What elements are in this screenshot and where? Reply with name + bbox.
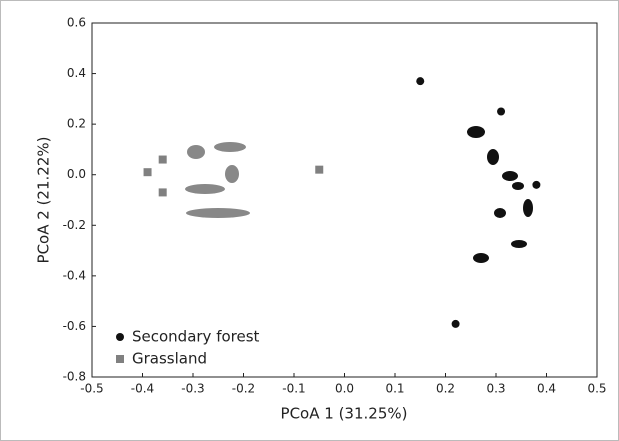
x-tick-label: 0.2 [436, 382, 455, 396]
x-axis-title: PCoA 1 (31.25%) [281, 405, 408, 423]
point [159, 156, 167, 164]
x-tick-label: 0.5 [587, 382, 606, 396]
y-tick-label: -0.6 [63, 319, 86, 333]
y-tick-label: -0.8 [63, 370, 86, 384]
y-tick-label: 0.2 [67, 117, 86, 131]
legend-marker [116, 355, 124, 363]
x-tick-label: -0.1 [282, 382, 305, 396]
x-tick-label: 0.1 [385, 382, 404, 396]
y-tick-label: -0.4 [63, 268, 86, 282]
chart: PCoA 1 (31.25%) PCoA 2 (21.22%) -0.5 -0.4… [0, 0, 619, 441]
y-tick-label: 0.4 [67, 66, 86, 80]
x-tick-label: 0.3 [486, 382, 505, 396]
x-tick-label: -0.3 [181, 382, 204, 396]
x-tick-label: 0.4 [537, 382, 556, 396]
x-tick-label: -0.5 [80, 382, 103, 396]
point [144, 168, 152, 176]
point [159, 188, 167, 196]
legend-marker [116, 333, 124, 341]
frame [1, 1, 619, 441]
y-axis-title: PCoA 2 (21.22%) [35, 137, 53, 264]
y-tick-label: 0.6 [67, 16, 86, 30]
point [315, 166, 323, 174]
point [532, 181, 540, 189]
x-tick-label: -0.4 [131, 382, 154, 396]
legend-label: Grassland [132, 350, 207, 368]
y-tick-label: -0.2 [63, 218, 86, 232]
x-tick-label: -0.2 [232, 382, 255, 396]
x-tick-label: 0.0 [335, 382, 354, 396]
point [416, 77, 424, 85]
point [497, 108, 505, 116]
legend-label: Secondary forest [132, 328, 260, 346]
y-tick-label: 0.0 [67, 167, 86, 181]
point [452, 320, 460, 328]
